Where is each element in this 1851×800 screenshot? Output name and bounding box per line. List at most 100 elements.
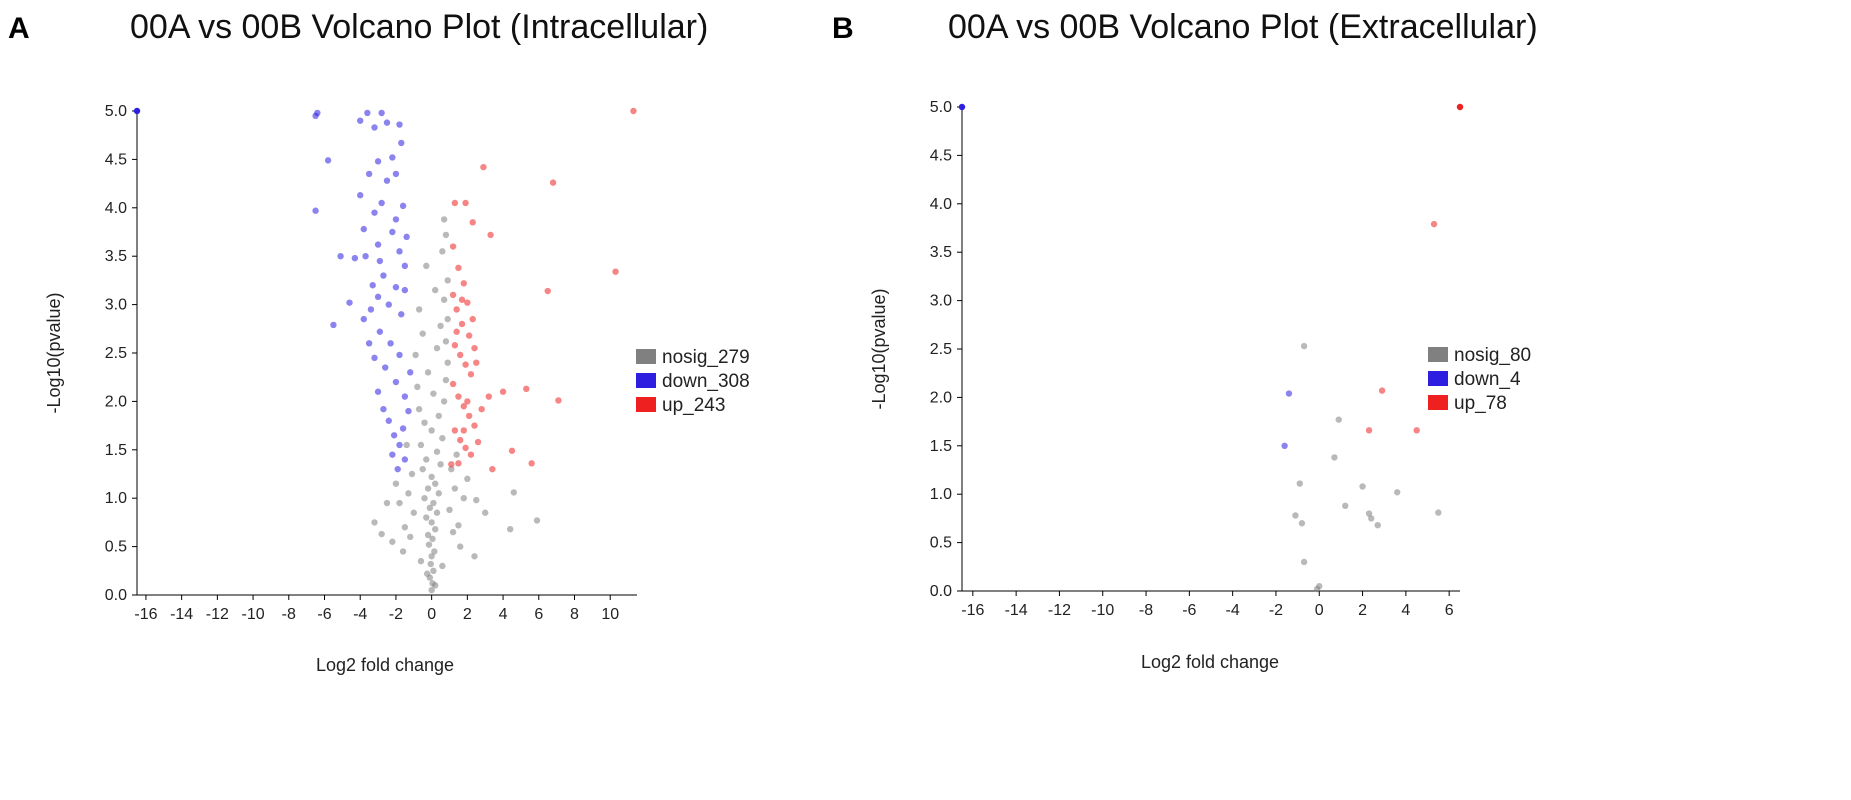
- data-point-up-a: [449, 291, 457, 299]
- y-tick-label-b: 3.5: [930, 244, 952, 261]
- data-point-down-a: [369, 282, 376, 289]
- data-point-nosig-a: [437, 461, 444, 468]
- data-point-nosig-b: [1298, 520, 1306, 527]
- x-tick-label-b: -6: [1182, 602, 1196, 619]
- data-point-nosig-a: [423, 514, 430, 521]
- data-point-down-a: [364, 109, 371, 117]
- data-point-nosig-a: [430, 499, 437, 507]
- data-point-down-a: [362, 253, 369, 260]
- data-point-down-a: [403, 233, 410, 241]
- x-tick-label-a: -4: [353, 606, 367, 623]
- data-point-up-a: [462, 444, 469, 452]
- data-point-nosig-b: [1300, 558, 1308, 566]
- data-point-down-a: [401, 262, 409, 270]
- data-point-nosig-a: [428, 427, 435, 434]
- data-point-nosig-a: [423, 456, 430, 463]
- legend-label-up-b: up_78: [1454, 393, 1507, 414]
- legend-label-down-b: down_4: [1454, 369, 1521, 390]
- data-point-down-a: [360, 315, 367, 323]
- data-point-up-a: [499, 388, 507, 395]
- y-tick-label-a: 0.5: [105, 539, 127, 556]
- data-point-down-a: [396, 441, 403, 449]
- y-tick-label-b: 0.5: [930, 535, 952, 552]
- data-point-up-b: [1413, 427, 1420, 434]
- data-point-up-a: [630, 107, 637, 115]
- data-point-nosig-a: [417, 441, 425, 449]
- data-point-down-a: [374, 388, 382, 395]
- data-point-nosig-a: [427, 560, 434, 568]
- data-point-down-a: [374, 241, 382, 248]
- data-point-nosig-a: [421, 495, 428, 502]
- x-tick-label-b: -8: [1139, 602, 1153, 619]
- y-tick-label-a: 3.0: [105, 297, 127, 314]
- data-point-down-a: [365, 340, 373, 347]
- data-point-nosig-a: [423, 262, 430, 270]
- data-point-up-a: [469, 219, 476, 226]
- data-point-up-a: [460, 280, 467, 287]
- legend-swatch-up-a: [636, 397, 656, 412]
- panel-letter-a: A: [8, 12, 30, 45]
- data-point-down-a: [405, 407, 412, 415]
- data-point-up-a: [451, 199, 459, 207]
- x-tick-label-a: 8: [570, 606, 579, 623]
- data-point-down-a: [396, 351, 403, 359]
- data-point-nosig-a: [457, 543, 464, 550]
- data-point-nosig-a: [414, 383, 421, 391]
- data-point-down-a: [385, 301, 392, 308]
- chart-title-a: 00A vs 00B Volcano Plot (Intracellular): [130, 8, 709, 46]
- data-point-nosig-b: [1342, 502, 1349, 510]
- data-point-nosig-a: [433, 448, 441, 455]
- data-point-down-a: [399, 425, 407, 432]
- data-point-nosig-a: [439, 562, 446, 570]
- data-point-nosig-b: [1435, 509, 1442, 516]
- data-point-up-b: [1430, 220, 1438, 228]
- data-point-nosig-a: [442, 338, 450, 345]
- x-axis-label-a: Log2 fold change: [316, 655, 454, 675]
- data-point-nosig-a: [440, 216, 448, 223]
- data-point-nosig-a: [415, 306, 423, 313]
- data-point-nosig-a: [435, 490, 442, 497]
- data-point-down-a: [133, 107, 141, 115]
- panel-letter-b: B: [832, 12, 854, 45]
- data-point-down-a: [383, 119, 391, 126]
- data-point-nosig-a: [473, 496, 480, 504]
- data-point-up-a: [448, 461, 455, 468]
- data-point-nosig-a: [533, 517, 541, 524]
- data-point-down-a: [385, 417, 392, 424]
- data-point-up-a: [457, 436, 464, 444]
- y-tick-label-b: 0.0: [930, 583, 952, 600]
- data-point-nosig-a: [423, 570, 431, 577]
- legend-swatch-nosig-b: [1428, 347, 1448, 362]
- data-point-nosig-a: [444, 277, 451, 284]
- data-point-nosig-a: [383, 499, 391, 507]
- x-tick-label-a: 2: [463, 606, 472, 623]
- x-tick-label-b: -10: [1091, 602, 1114, 619]
- data-point-nosig-b: [1331, 454, 1338, 461]
- data-point-up-a: [528, 460, 535, 467]
- data-point-up-a: [457, 351, 464, 359]
- x-tick-label-a: 0: [427, 606, 436, 623]
- data-point-nosig-a: [430, 390, 437, 397]
- x-tick-label-a: -12: [206, 606, 229, 623]
- y-tick-label-a: 3.5: [105, 248, 127, 265]
- data-point-down-a: [312, 112, 319, 120]
- data-point-down-a: [382, 364, 389, 371]
- y-tick-label-b: 4.0: [930, 196, 952, 213]
- data-point-up-a: [467, 371, 475, 378]
- data-point-down-a: [360, 225, 367, 233]
- legend-label-up-a: up_243: [662, 395, 725, 416]
- data-point-up-a: [458, 296, 466, 303]
- data-point-nosig-a: [389, 538, 396, 545]
- data-point-up-a: [489, 465, 496, 473]
- legend-swatch-down-a: [636, 373, 656, 388]
- data-point-nosig-a: [415, 405, 423, 413]
- data-point-nosig-a: [412, 351, 419, 359]
- data-point-down-a: [357, 192, 364, 199]
- data-point-down-a: [378, 199, 385, 207]
- data-point-nosig-a: [507, 525, 514, 533]
- data-point-nosig-a: [401, 524, 409, 531]
- data-point-nosig-b: [1365, 510, 1373, 517]
- data-point-nosig-a: [396, 499, 403, 507]
- data-point-nosig-a: [429, 535, 436, 543]
- data-point-nosig-a: [464, 475, 471, 483]
